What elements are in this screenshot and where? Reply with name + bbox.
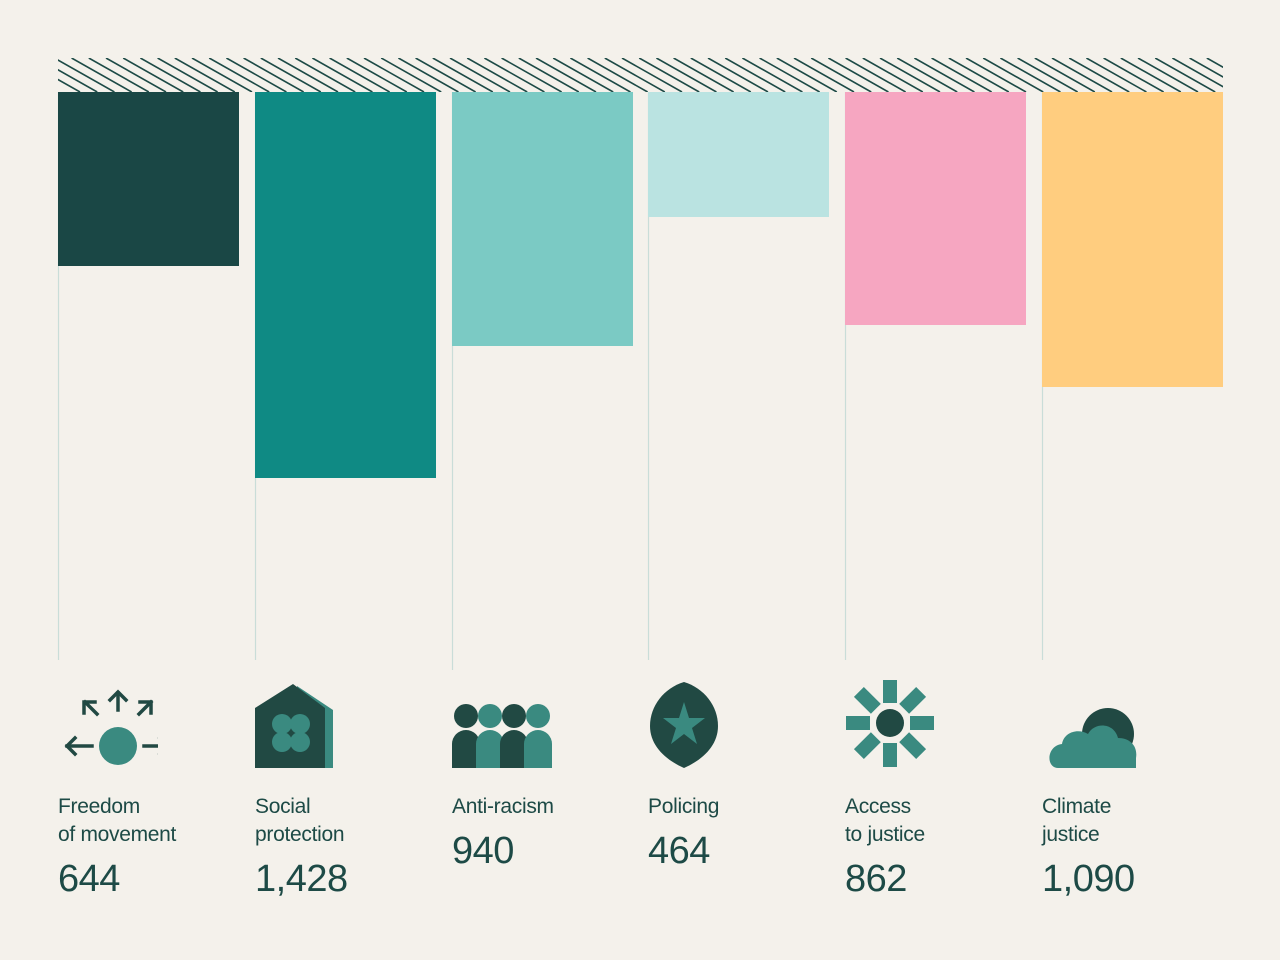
- label-line-2: protection: [255, 823, 345, 846]
- value-label: 862: [845, 858, 907, 900]
- value-label: 1,428: [255, 858, 348, 900]
- bar-policing: [648, 92, 829, 217]
- category-policing: Policing 464: [648, 680, 833, 873]
- category-label: Social protection: [255, 793, 440, 849]
- bar-anti-racism: [452, 92, 633, 346]
- label-line-1: Access: [845, 795, 911, 818]
- label-line-1: Social: [255, 795, 311, 818]
- sun-cloud-icon: [1049, 708, 1137, 768]
- bar-access-to-justice: [845, 92, 1026, 325]
- category-label: Climate justice: [1042, 793, 1227, 849]
- house-icon: [255, 684, 333, 768]
- people-group-icon: [452, 704, 552, 768]
- value-label: 1,090: [1042, 858, 1135, 900]
- category-freedom-of-movement: Freedom of movement 644: [58, 680, 243, 901]
- category-social-protection: Social protection 1,428: [255, 680, 440, 901]
- bar-social-protection: [255, 92, 436, 478]
- label-line-1: Freedom: [58, 795, 140, 818]
- value-label: 464: [648, 830, 710, 872]
- category-label: Freedom of movement: [58, 793, 243, 849]
- label-line-2: justice: [1042, 823, 1100, 846]
- label-line-1: Policing: [648, 795, 720, 818]
- hatch-band: [58, 58, 1223, 92]
- category-climate-justice: Climate justice 1,090: [1042, 680, 1227, 901]
- category-access-to-justice: Access to justice 862: [845, 680, 1030, 901]
- category-anti-racism: Anti-racism 940: [452, 680, 637, 873]
- bar-freedom-of-movement: [58, 92, 239, 266]
- label-line-2: of movement: [58, 823, 177, 846]
- category-label: Access to justice: [845, 793, 1030, 849]
- bars: [58, 92, 1223, 478]
- label-line-2: to justice: [845, 823, 925, 846]
- sunburst-icon: [846, 680, 934, 767]
- label-line-1: Climate: [1042, 795, 1112, 818]
- value-label: 940: [452, 830, 514, 872]
- category-label: Anti-racism: [452, 793, 637, 821]
- value-label: 644: [58, 858, 120, 900]
- arrows-outward-icon: [64, 689, 158, 765]
- shield-star-icon: [650, 682, 718, 768]
- category-label: Policing: [648, 793, 833, 821]
- label-line-1: Anti-racism: [452, 795, 554, 818]
- bar-chart: [57, 58, 1223, 670]
- bar-climate-justice: [1042, 92, 1223, 387]
